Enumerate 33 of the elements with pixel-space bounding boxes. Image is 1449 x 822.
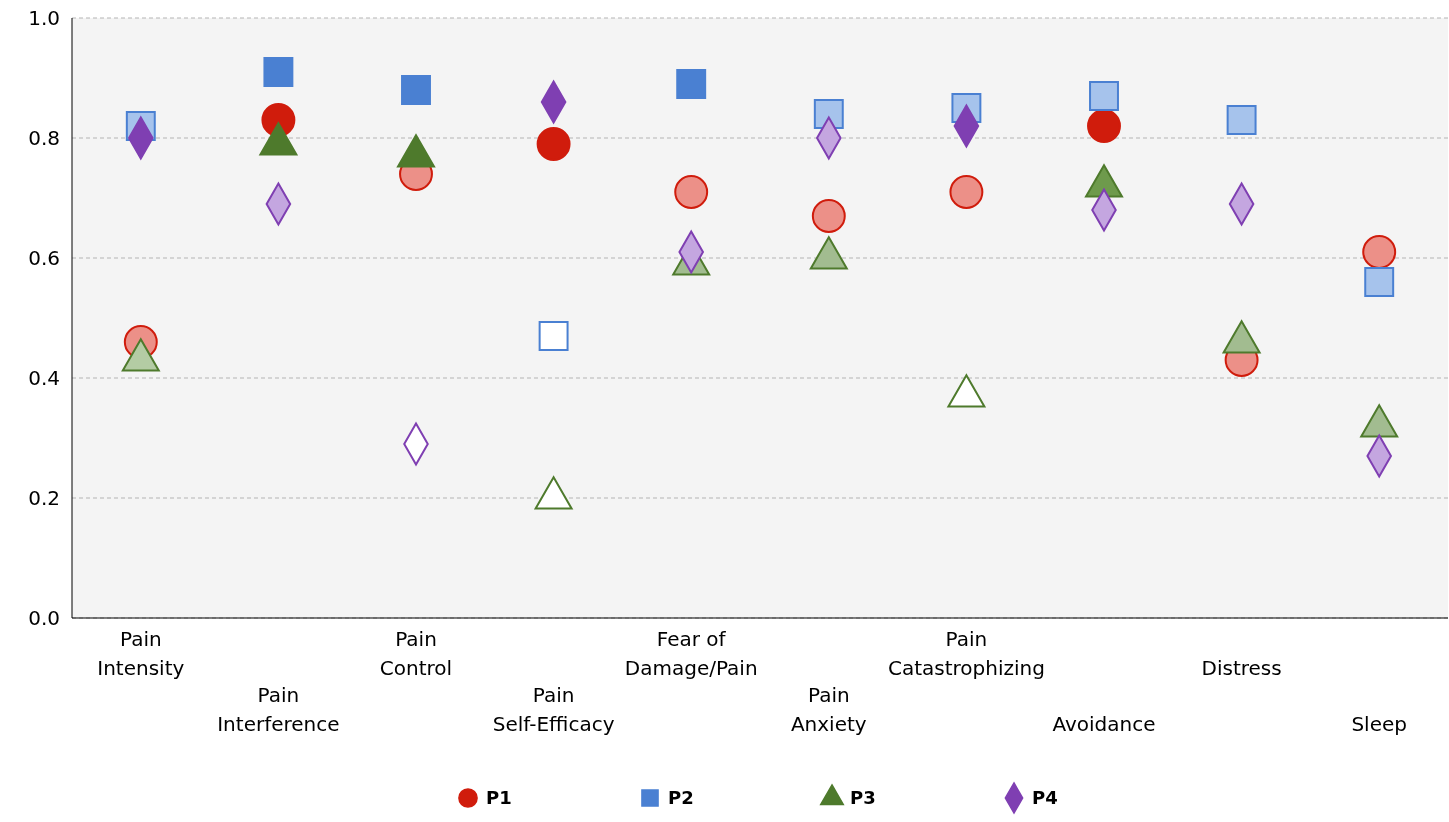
y-tick-label: 0.6 (28, 246, 60, 270)
legend-label: P3 (850, 787, 876, 809)
y-tick-label: 0.0 (28, 606, 60, 630)
x-tick-label: Pain Self-Efficacy (492, 683, 615, 736)
point (1362, 235, 1397, 269)
legend-label: P4 (1032, 787, 1058, 809)
y-tick-label: 1.0 (28, 6, 60, 30)
point (1226, 105, 1257, 135)
point (1087, 109, 1121, 143)
x-tick-label: Pain Intensity (97, 627, 185, 680)
x-tick-label: Distress (1201, 656, 1282, 680)
point (401, 75, 431, 105)
point (949, 175, 984, 209)
point (263, 57, 294, 87)
point (676, 69, 707, 99)
point (1089, 81, 1119, 111)
point (674, 175, 709, 209)
x-tick-label: Pain Catastrophizing (887, 627, 1045, 680)
point (536, 127, 571, 161)
x-tick-label: Avoidance (1052, 712, 1156, 736)
point (538, 321, 569, 351)
x-tick-label: Pain Interference (217, 683, 340, 736)
x-tick-label: Sleep (1351, 712, 1407, 736)
point (811, 199, 846, 233)
x-tick-label: Pain Control (379, 627, 453, 680)
point (1364, 267, 1395, 297)
x-tick-label: Fear of Damage/Pain (624, 627, 758, 680)
legend-label: P1 (486, 787, 512, 809)
y-tick-label: 0.4 (28, 366, 60, 390)
y-tick-label: 0.2 (28, 486, 60, 510)
legend-label: P2 (668, 787, 694, 809)
x-tick-label: Pain Anxiety (790, 683, 867, 736)
y-tick-label: 0.8 (28, 126, 60, 150)
